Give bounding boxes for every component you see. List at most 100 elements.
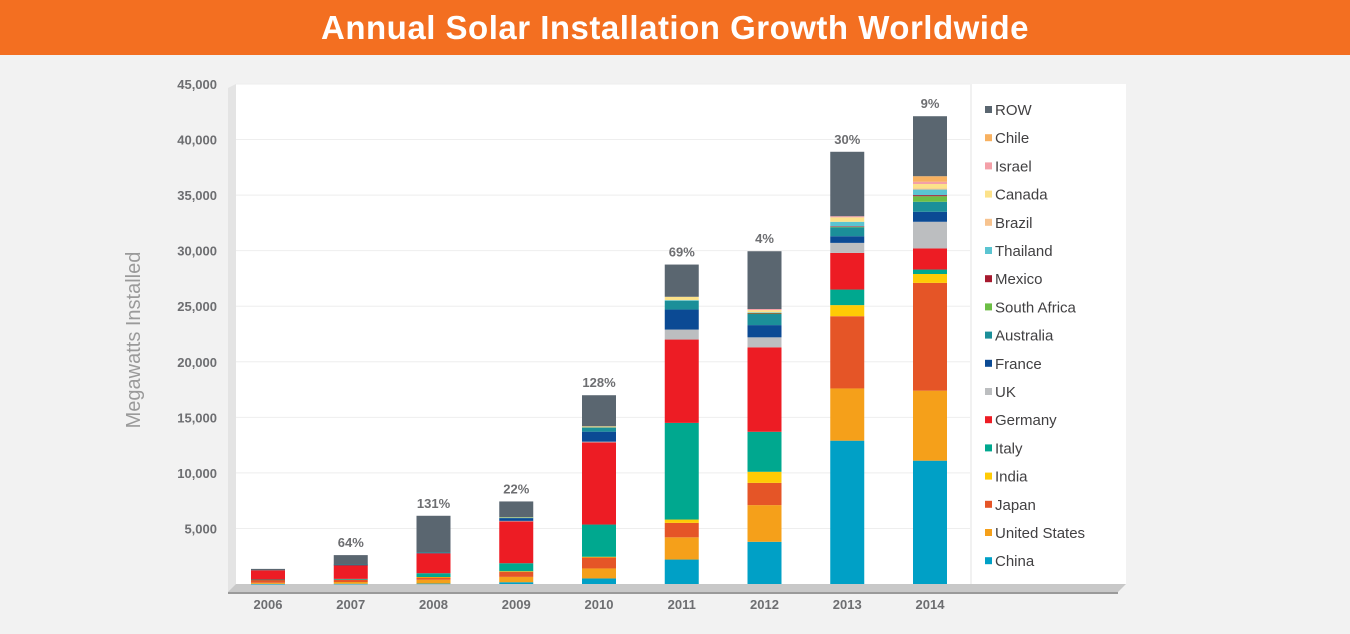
bar-segment-germany-2011 [664, 339, 699, 423]
bar-segment-india-2009 [499, 571, 534, 572]
bar-segment-row-2009 [499, 501, 534, 517]
legend-label-canada: Canada [995, 187, 1048, 204]
bar-segment-france-2010 [582, 431, 616, 442]
bar-segment-canada-2014 [913, 184, 947, 189]
legend-label-united-states: United States [995, 525, 1085, 542]
legend-label-india: India [995, 469, 1028, 486]
bar-segment-row-2012 [747, 251, 782, 309]
legend-swatch-brazil [985, 218, 992, 226]
bar-segment-united-states-2013 [830, 388, 865, 441]
legend-label-japan: Japan [995, 497, 1036, 514]
bar-segment-india-2012 [747, 471, 782, 483]
bar-segment-germany-2006 [251, 570, 285, 580]
legend-label-italy: Italy [995, 440, 1023, 457]
bar-segment-italy-2012 [747, 431, 782, 472]
growth-label: 131% [417, 496, 451, 511]
legend-swatch-israel [985, 162, 992, 170]
bar-segment-china-2009 [499, 582, 534, 584]
bar-segment-japan-2009 [499, 571, 534, 577]
growth-label: 30% [834, 132, 860, 147]
bar-segment-japan-2006 [251, 579, 285, 583]
bar-segment-canada-2013 [830, 217, 865, 222]
legend-label-brazil: Brazil [995, 215, 1033, 232]
bar-segment-india-2013 [830, 305, 865, 317]
legend-swatch-italy [985, 444, 992, 452]
x-tick-label: 2011 [668, 597, 696, 612]
bar-segment-italy-2011 [664, 422, 699, 520]
x-tick-label: 2008 [419, 597, 448, 612]
legend-swatch-row [985, 106, 992, 113]
bar-segment-italy-2010 [582, 524, 616, 557]
bar-segment-canada-2009 [499, 517, 534, 518]
bar-segment-china-2006 [251, 583, 285, 585]
legend-swatch-thailand [985, 247, 992, 254]
bar-segment-thailand-2014 [913, 189, 947, 196]
y-tick-label: 25,000 [177, 299, 217, 314]
legend-swatch-chile [985, 134, 992, 142]
legend-swatch-united-states [985, 529, 992, 536]
growth-label: 128% [582, 375, 616, 390]
bar-segment-japan-2012 [747, 482, 782, 506]
legend-label-israel: Israel [995, 158, 1032, 175]
bar-segment-france-2014 [913, 211, 947, 222]
bar-segment-mexico-2013 [830, 226, 865, 227]
legend-swatch-france [985, 359, 992, 367]
legend-swatch-south-africa [985, 303, 992, 311]
chart-title: Annual Solar Installation Growth Worldwi… [321, 8, 1029, 46]
bar-segment-row-2010 [582, 395, 616, 427]
bar-segment-chile-2014 [913, 176, 947, 182]
bar-segment-india-2010 [582, 556, 616, 558]
bar-segment-italy-2006 [251, 579, 285, 581]
bar-segment-china-2013 [830, 440, 865, 584]
x-tick-label: 2014 [916, 597, 946, 612]
y-tick-label: 40,000 [177, 133, 217, 148]
bar-segment-italy-2014 [913, 269, 947, 274]
bar-segment-united-states-2008 [416, 579, 451, 584]
bar-segment-australia-2012 [747, 314, 782, 326]
bar-segment-japan-2011 [664, 522, 699, 538]
legend-label-china: China [995, 553, 1035, 570]
bar-segment-italy-2008 [416, 573, 451, 577]
bar-segment-china-2008 [416, 583, 451, 585]
y-axis-wall [228, 84, 236, 592]
y-tick-label: 20,000 [177, 355, 217, 370]
growth-label: 9% [921, 96, 940, 111]
bar-segment-thailand-2013 [830, 221, 865, 227]
bar-segment-row-2011 [664, 264, 699, 297]
bar-segment-uk-2012 [747, 337, 782, 348]
bar-segment-china-2014 [913, 460, 947, 584]
legend-label-row: ROW [995, 102, 1033, 119]
legend-swatch-india [985, 472, 992, 480]
bar-segment-india-2011 [664, 519, 699, 523]
x-tick-label: 2007 [336, 597, 365, 612]
bar-segment-thailand-2012 [747, 312, 782, 313]
bar-segment-row-2006 [251, 568, 285, 571]
growth-label: 69% [669, 245, 695, 260]
bar-segment-united-states-2009 [499, 576, 534, 583]
legend-label-germany: Germany [995, 412, 1057, 429]
bar-segment-australia-2007 [333, 564, 368, 566]
bar-segment-china-2011 [664, 559, 699, 584]
bar-segment-germany-2007 [333, 564, 368, 579]
y-axis-label: Megawatts Installed [123, 252, 145, 429]
bar-segment-south-africa-2013 [830, 226, 865, 228]
bar-segment-japan-2007 [333, 579, 368, 582]
legend-label-mexico: Mexico [995, 271, 1043, 288]
legend-swatch-japan [985, 500, 992, 508]
bar-segment-japan-2010 [582, 557, 616, 569]
bar-segment-israel-2012 [747, 309, 782, 311]
bar-segment-italy-2007 [333, 578, 368, 580]
bar-segment-mexico-2014 [913, 195, 947, 197]
legend-swatch-australia [985, 331, 992, 339]
bar-segment-china-2010 [582, 578, 616, 584]
bar-segment-italy-2009 [499, 563, 534, 572]
bar-segment-australia-2008 [416, 552, 451, 554]
bar-segment-france-2011 [664, 309, 699, 330]
bar-segment-canada-2010 [582, 426, 616, 428]
legend-swatch-germany [985, 416, 992, 424]
bar-segment-india-2014 [913, 274, 947, 283]
bar-segment-france-2009 [499, 518, 534, 521]
legend-label-chile: Chile [995, 130, 1029, 147]
bar-segment-uk-2013 [830, 242, 865, 253]
